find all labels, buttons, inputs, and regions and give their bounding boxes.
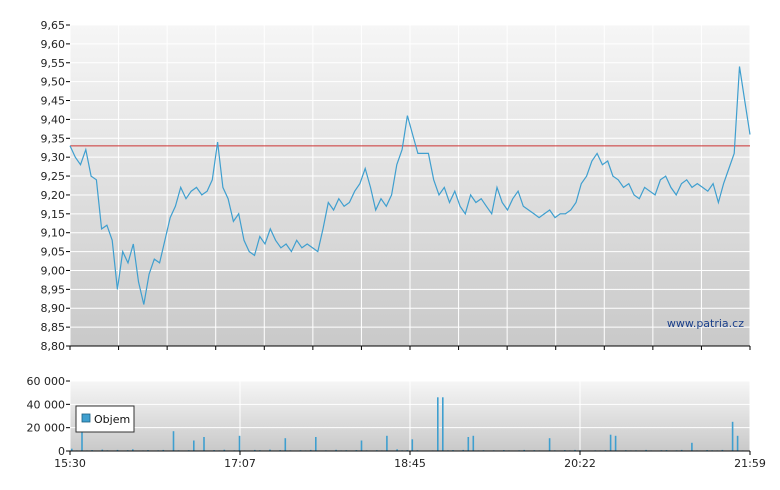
price-y-axis: 9,65 9,60 9,55 9,50 9,45 9,40 9,35 9,30 9,25 9,20… (41, 19, 70, 353)
price-gridlines (69, 24, 751, 347)
volume-bar (360, 440, 363, 451)
price-y-tick-label: 9,35 (41, 132, 66, 145)
volume-y-axis: 60 000 40 000 20 000 0 (27, 375, 70, 458)
watermark-text: www.patria.cz (667, 317, 744, 330)
volume-bar (437, 397, 439, 451)
legend-label: Objem (94, 413, 130, 426)
volume-bar (472, 435, 475, 451)
volume-x-tick-label: 18:45 (394, 457, 426, 470)
volume-bar (71, 448, 73, 451)
volume-bar (523, 449, 525, 451)
volume-bar (315, 437, 317, 451)
volume-bar (269, 449, 271, 451)
volume-bar (462, 449, 464, 451)
price-y-tick-label: 9,15 (41, 208, 66, 221)
volume-bar (172, 431, 175, 451)
volume-y-tick-label: 20 000 (27, 422, 66, 435)
volume-bar (396, 449, 398, 452)
volume-bar (574, 449, 576, 451)
volume-bar (132, 449, 134, 452)
price-y-tick-label: 9,65 (41, 19, 66, 32)
volume-bar (442, 397, 444, 451)
volume-bar (116, 449, 119, 451)
volume-bar (548, 438, 551, 451)
price-series-line (69, 66, 751, 305)
price-y-tick-label: 8,90 (41, 302, 66, 315)
volume-bar (193, 440, 195, 451)
volume-bar (645, 449, 647, 451)
price-y-tick-label: 9,10 (41, 227, 66, 240)
volume-bar (609, 434, 612, 451)
volume-bar (386, 435, 388, 451)
volume-bar (254, 449, 256, 451)
price-y-tick-label: 8,95 (41, 283, 66, 296)
price-panel: 9,65 9,60 9,55 9,50 9,45 9,40 9,35 9,30 9,25 9,20… (41, 19, 751, 353)
volume-bar (309, 449, 312, 451)
volume-y-tick-label: 60 000 (27, 375, 66, 388)
price-y-tick-label: 9,00 (41, 264, 66, 277)
price-y-tick-label: 9,50 (41, 76, 66, 89)
legend-swatch (81, 413, 91, 423)
volume-x-axis: 15:30 17:07 18:45 20:22 21:59 (54, 451, 766, 470)
volume-bar (731, 421, 734, 451)
volume-bar (691, 442, 693, 451)
volume-legend: Objem (75, 405, 135, 433)
volume-bar (614, 435, 617, 451)
volume-bar (162, 449, 165, 451)
volume-bar (736, 435, 739, 451)
volume-bar (411, 439, 414, 451)
volume-x-tick-label: 20:22 (564, 457, 596, 470)
volume-bar (284, 438, 287, 451)
price-y-tick-label: 9,30 (41, 151, 66, 164)
price-y-tick-label: 9,05 (41, 246, 66, 259)
price-y-tick-label: 9,60 (41, 38, 66, 51)
price-y-tick-label: 8,85 (41, 321, 66, 334)
volume-bar (467, 437, 470, 451)
volume-bar (335, 449, 337, 451)
price-y-tick-label: 9,40 (41, 113, 66, 126)
price-y-tick-label: 8,80 (41, 340, 66, 353)
volume-y-tick-label: 0 (58, 445, 65, 458)
volume-x-tick-label: 17:07 (224, 457, 256, 470)
volume-bar (238, 435, 241, 451)
volume-x-tick-label: 15:30 (54, 457, 86, 470)
volume-bar (223, 449, 226, 451)
volume-y-tick-label: 40 000 (27, 398, 66, 411)
price-y-tick-label: 9,55 (41, 57, 66, 70)
volume-bar (721, 449, 724, 451)
volume-bar (203, 437, 205, 451)
price-y-tick-label: 9,25 (41, 170, 66, 183)
volume-panel: 60 000 40 000 20 000 0 15:30 17:07 18:45 20:22… (27, 375, 766, 470)
volume-bar (81, 421, 83, 451)
volume-bar (680, 449, 683, 451)
price-y-tick-label: 9,20 (41, 189, 66, 202)
volume-x-tick-label: 21:59 (734, 457, 766, 470)
price-y-tick-label: 9,45 (41, 95, 66, 108)
price-x-axis (69, 346, 751, 350)
volume-bar (101, 449, 104, 451)
